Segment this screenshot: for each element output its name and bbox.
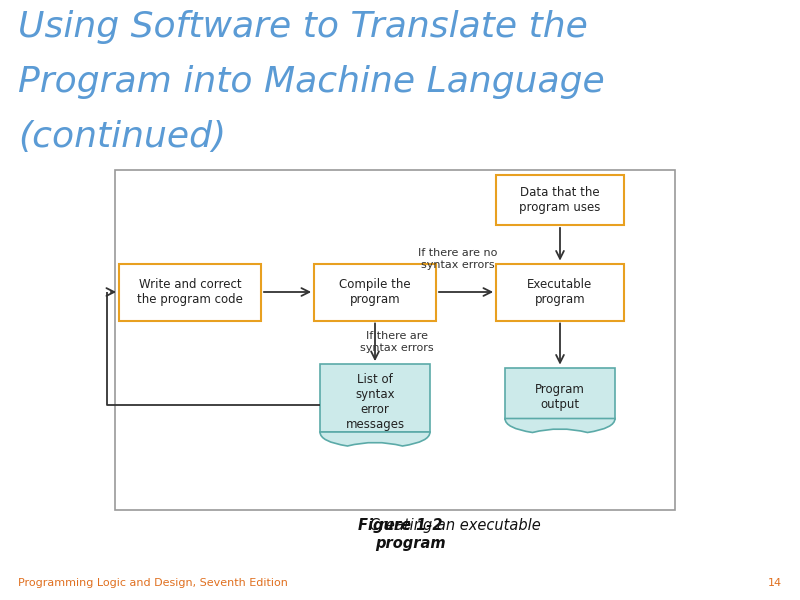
Text: Creating an executable: Creating an executable [365,518,541,533]
Text: Data that the
program uses: Data that the program uses [519,186,601,214]
Text: Write and correct
the program code: Write and correct the program code [137,278,243,306]
Text: program: program [374,536,446,551]
FancyBboxPatch shape [496,175,624,225]
Text: Programming Logic and Design, Seventh Edition: Programming Logic and Design, Seventh Ed… [18,578,288,588]
Text: Program
output: Program output [535,383,585,411]
Text: Executable
program: Executable program [527,278,593,306]
FancyBboxPatch shape [119,263,261,320]
Text: If there are
syntax errors: If there are syntax errors [360,331,434,353]
FancyBboxPatch shape [320,364,430,432]
FancyBboxPatch shape [115,170,675,510]
Text: (continued): (continued) [18,120,226,154]
Text: Program into Machine Language: Program into Machine Language [18,65,605,99]
Text: If there are no
syntax errors: If there are no syntax errors [418,248,498,270]
Text: Compile the
program: Compile the program [339,278,411,306]
Text: Using Software to Translate the: Using Software to Translate the [18,10,588,44]
FancyBboxPatch shape [505,367,615,419]
FancyBboxPatch shape [314,263,436,320]
Text: List of
syntax
error
messages: List of syntax error messages [346,373,405,431]
FancyBboxPatch shape [496,263,624,320]
PathPatch shape [505,419,615,433]
PathPatch shape [320,432,430,446]
Text: Figure 1-2: Figure 1-2 [358,518,442,533]
Text: 14: 14 [768,578,782,588]
